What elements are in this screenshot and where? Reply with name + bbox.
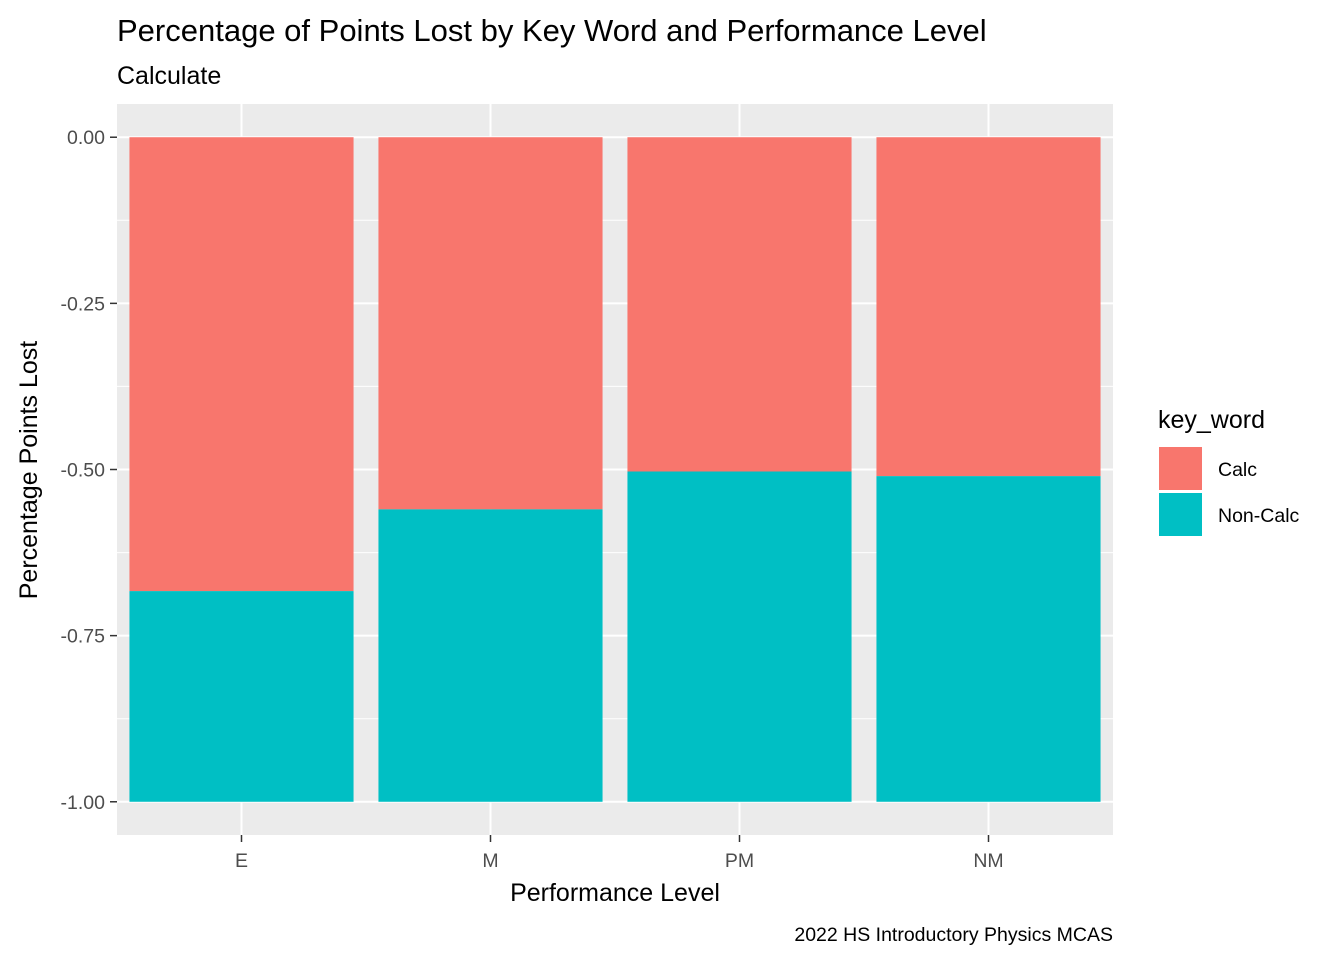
legend-label: Non-Calc (1218, 505, 1300, 527)
x-tick-label: M (482, 850, 498, 872)
bar-E-non-calc (129, 591, 354, 802)
y-tick-label: 0.00 (67, 127, 105, 149)
y-tick-label: -0.25 (61, 293, 106, 315)
y-axis: 0.00 -0.25 -0.50 -0.75 -1.00 (61, 127, 117, 814)
bar-PM-calc (627, 137, 852, 472)
legend: key_word Calc Non-Calc (1158, 406, 1300, 536)
legend-title: key_word (1158, 406, 1265, 434)
legend-label: Calc (1218, 459, 1257, 481)
bar-M-non-calc (378, 509, 603, 802)
legend-key-non-calc (1159, 493, 1202, 536)
bar-NM-calc (876, 137, 1101, 477)
y-tick-label: -0.75 (61, 626, 106, 648)
x-axis: E M PM NM (235, 835, 1004, 872)
x-tick-label: PM (725, 850, 754, 872)
x-tick-label: E (235, 850, 248, 872)
chart-caption: 2022 HS Introductory Physics MCAS (794, 924, 1113, 946)
y-tick-label: -0.50 (61, 460, 106, 482)
legend-key-calc (1159, 447, 1202, 490)
y-axis-title: Percentage Points Lost (15, 341, 43, 600)
x-tick-label: NM (973, 850, 1003, 872)
plot-panel (117, 104, 1113, 835)
chart-title: Percentage of Points Lost by Key Word an… (117, 13, 987, 48)
chart-subtitle: Calculate (117, 62, 221, 90)
x-axis-title: Performance Level (510, 879, 720, 907)
bar-NM-non-calc (876, 476, 1101, 802)
y-tick-label: -1.00 (61, 792, 106, 814)
bar-PM-non-calc (627, 471, 852, 802)
bar-M-calc (378, 137, 603, 510)
bar-E-calc (129, 137, 354, 592)
